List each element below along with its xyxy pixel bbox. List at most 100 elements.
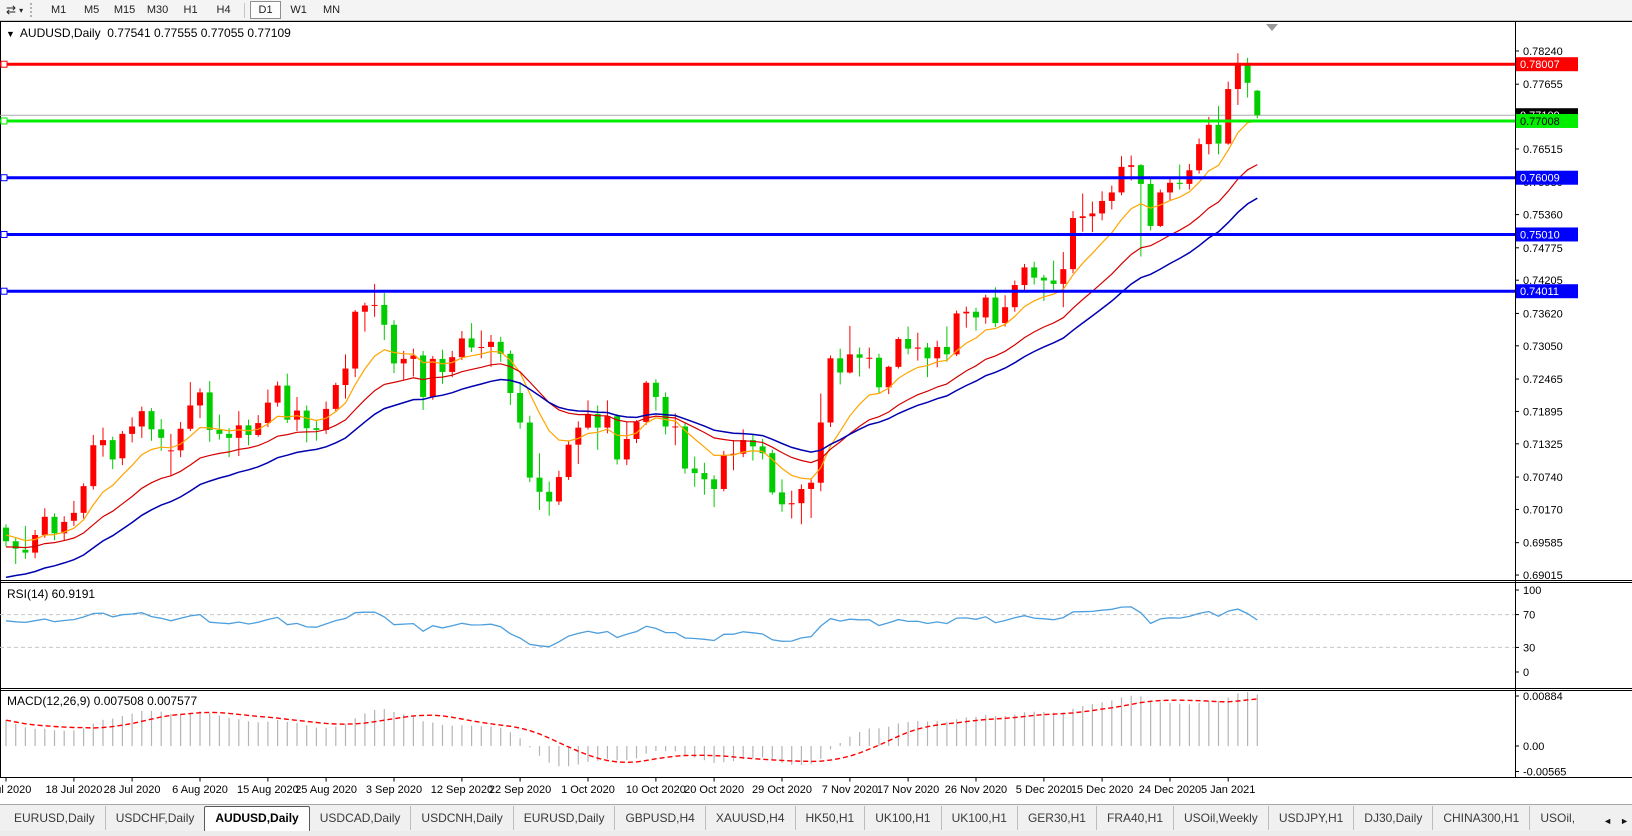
svg-text:0.73620: 0.73620 [1523,308,1563,320]
svg-text:0.70170: 0.70170 [1523,504,1563,516]
tab-usdcad-daily[interactable]: USDCAD,Daily [319,811,401,825]
tab-usoil-[interactable]: USOil, [1529,806,1585,830]
symbol-tabbar: EURUSD,Daily USDCHF,Daily AUDUSD,Daily USDC… [0,804,1632,832]
symbol-tabs: EURUSD,Daily USDCHF,Daily AUDUSD,Daily USDC… [4,806,1600,831]
hline-anchor[interactable] [0,60,8,68]
svg-text:0.72465: 0.72465 [1523,374,1563,386]
svg-text:0.75010: 0.75010 [1520,229,1560,241]
chart-shift-marker-icon[interactable] [1266,24,1278,31]
svg-text:0.71895: 0.71895 [1523,406,1563,418]
tab-scroll-right-icon[interactable]: ► [1620,816,1629,826]
svg-text:18 Jul 2020: 18 Jul 2020 [45,784,102,796]
ma-slow-line [5,197,1258,579]
timeframe-button-m15[interactable]: M15 [113,4,136,16]
svg-text:9 Jul 2020: 9 Jul 2020 [0,784,31,796]
rsi-indicator-label: RSI(14) 60.9191 [7,587,96,601]
timeframe-button-h4[interactable]: H4 [216,4,231,16]
svg-text:0.74775: 0.74775 [1523,243,1563,255]
chart-title: ▼ AUDUSD,Daily 0.77541 0.77555 0.77055 0.… [6,26,291,40]
chart-canvas[interactable]: 0.782400.776550.765150.759300.753600.747… [0,21,1632,804]
svg-text:5 Jan 2021: 5 Jan 2021 [1201,784,1255,796]
candles [3,53,1261,564]
svg-text:0.78240: 0.78240 [1523,46,1563,58]
tab-eurusd-daily[interactable]: EURUSD,Daily [14,811,95,825]
svg-text:17 Nov 2020: 17 Nov 2020 [877,784,939,796]
svg-text:0.71325: 0.71325 [1523,439,1563,451]
toolbar-grip[interactable] [30,3,35,17]
svg-text:0.76515: 0.76515 [1523,144,1563,156]
timeframe-button-mn[interactable]: MN [323,4,341,16]
svg-text:22 Sep 2020: 22 Sep 2020 [489,784,551,796]
tab-scroll-left-icon[interactable]: ◄ [1603,816,1613,826]
dropdown-caret-icon[interactable]: ▾ [19,5,24,15]
svg-text:0.77008: 0.77008 [1520,116,1560,128]
toolbar-separator [244,2,246,18]
svg-text:3 Sep 2020: 3 Sep 2020 [366,784,422,796]
tab-xauusd-h4[interactable]: XAUUSD,H4 [704,806,795,830]
tab-uk100-h1[interactable]: UK100,H1 [864,806,940,830]
ma-fast-line [5,120,1258,542]
svg-text:6 Aug 2020: 6 Aug 2020 [172,784,228,796]
svg-text:0: 0 [1523,667,1529,679]
chart-symbol: AUDUSD,Daily [19,26,101,40]
svg-text:100: 100 [1523,585,1541,597]
svg-text:10 Oct 2020: 10 Oct 2020 [626,784,686,796]
svg-text:0.70740: 0.70740 [1523,472,1563,484]
svg-text:20 Oct 2020: 20 Oct 2020 [684,784,744,796]
timeframe-button-h1[interactable]: H1 [183,4,198,16]
svg-text:0.77655: 0.77655 [1523,79,1563,91]
hline-anchor[interactable] [0,117,8,125]
tab-ger30-h1[interactable]: GER30,H1 [1016,806,1096,830]
svg-text:70: 70 [1523,610,1535,622]
macd-histogram [5,692,1258,767]
svg-text:12 Sep 2020: 12 Sep 2020 [431,784,493,796]
hline-anchor[interactable] [0,287,8,295]
hline-anchor[interactable] [0,230,8,238]
chart-scroll-icon[interactable]: ⇄ [6,3,17,17]
timeframe-button-m5[interactable]: M5 [83,4,100,16]
svg-text:24 Dec 2020: 24 Dec 2020 [1139,784,1201,796]
tab-hk50-h1[interactable]: HK50,H1 [794,806,865,830]
tab-usdchf-daily[interactable]: USDCHF,Daily [104,806,205,830]
svg-text:0.69015: 0.69015 [1523,570,1563,582]
svg-text:0.69585: 0.69585 [1523,538,1563,550]
chart-title-caret-icon[interactable]: ▼ [6,29,15,39]
timeframe-button-m1[interactable]: M1 [50,4,67,16]
tab-china300-h1[interactable]: CHINA300,H1 [1432,806,1529,830]
tab-usdcnh-daily[interactable]: USDCNH,Daily [410,806,512,830]
svg-text:26 Nov 2020: 26 Nov 2020 [945,784,1007,796]
tab-audusd-daily[interactable]: AUDUSD,Daily [204,806,310,831]
svg-text:0.75360: 0.75360 [1523,210,1563,222]
svg-text:5 Dec 2020: 5 Dec 2020 [1016,784,1072,796]
svg-text:0.74011: 0.74011 [1520,286,1559,298]
svg-text:30: 30 [1523,642,1535,654]
tab-uk100-h1[interactable]: UK100,H1 [940,806,1017,830]
macd-signal-line [5,698,1258,764]
svg-text:-0.00565: -0.00565 [1523,767,1566,779]
chart-window: 0.782400.776550.765150.759300.753600.747… [0,21,1632,804]
tab-eurusd-daily[interactable]: EURUSD,Daily [512,806,615,830]
hline-anchor[interactable] [0,174,8,182]
svg-text:0.00: 0.00 [1523,741,1544,753]
rsi-line [5,606,1258,648]
svg-text:0.00884: 0.00884 [1523,691,1563,703]
svg-text:15 Dec 2020: 15 Dec 2020 [1071,784,1133,796]
timeframe-button-w1[interactable]: W1 [290,4,307,16]
tab-dj30-daily[interactable]: DJ30,Daily [1353,806,1432,830]
svg-text:0.73050: 0.73050 [1523,341,1563,353]
svg-text:0.76009: 0.76009 [1520,173,1560,185]
tab-usdjpy-h1[interactable]: USDJPY,H1 [1267,806,1353,830]
timeframe-button-d1[interactable]: D1 [250,1,282,19]
svg-text:0.78007: 0.78007 [1520,59,1560,71]
svg-text:25 Aug 2020: 25 Aug 2020 [295,784,357,796]
svg-text:1 Oct 2020: 1 Oct 2020 [561,784,615,796]
svg-text:15 Aug 2020: 15 Aug 2020 [237,784,299,796]
tab-fra40-h1[interactable]: FRA40,H1 [1095,806,1173,830]
svg-text:7 Nov 2020: 7 Nov 2020 [822,784,878,796]
timeframe-button-m30[interactable]: M30 [146,4,169,16]
svg-text:29 Oct 2020: 29 Oct 2020 [752,784,812,796]
tab-usoil-weekly[interactable]: USOil,Weekly [1173,806,1268,830]
svg-text:28 Jul 2020: 28 Jul 2020 [104,784,161,796]
tab-gbpusd-h4[interactable]: GBPUSD,H4 [614,806,704,830]
svg-text:0.74205: 0.74205 [1523,275,1563,287]
